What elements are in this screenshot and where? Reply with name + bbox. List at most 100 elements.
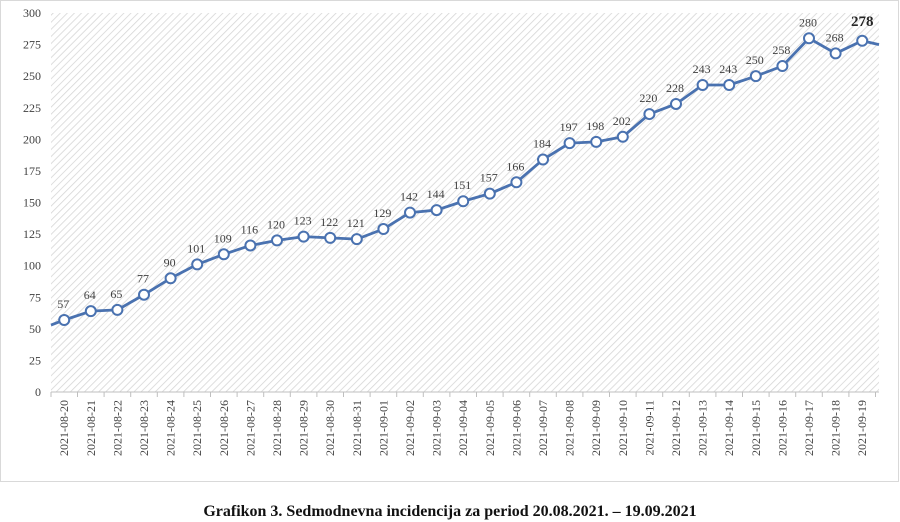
data-label: 228 — [666, 81, 684, 95]
x-tick-label: 2021-08-25 — [190, 400, 204, 456]
data-point — [111, 303, 124, 316]
data-point — [670, 97, 682, 110]
data-point — [244, 239, 257, 252]
data-point — [217, 248, 230, 261]
data-label: 258 — [772, 43, 790, 57]
data-label: 129 — [373, 206, 391, 220]
data-point — [350, 233, 363, 246]
data-label: 280 — [799, 15, 817, 29]
x-tick-label: 2021-09-09 — [589, 400, 603, 456]
y-tick-label: 50 — [29, 322, 41, 336]
data-point — [58, 313, 71, 326]
x-tick-label: 2021-08-24 — [164, 400, 178, 456]
data-label: 197 — [560, 120, 578, 134]
x-tick-label: 2021-09-06 — [509, 400, 523, 456]
chart-frame: 0 25 50 75 100 125 150 175 200 225 250 275 300 2021-… — [0, 0, 899, 482]
data-label: 220 — [639, 91, 657, 105]
data-point — [377, 223, 390, 236]
x-tick-label: 2021-09-05 — [483, 400, 497, 456]
y-tick-label: 25 — [29, 353, 41, 367]
data-label: 90 — [164, 255, 176, 269]
x-tick-label: 2021-09-19 — [855, 400, 869, 456]
data-label: 198 — [586, 119, 604, 133]
x-tick-label: 2021-08-26 — [217, 400, 231, 456]
x-tick-label: 2021-08-31 — [350, 400, 364, 456]
data-label: 250 — [746, 53, 764, 67]
data-label: 202 — [613, 114, 631, 128]
x-tick-label: 2021-09-15 — [749, 400, 763, 456]
data-point — [696, 79, 709, 92]
x-tick-label: 2021-09-13 — [696, 400, 710, 456]
y-tick-label: 300 — [23, 6, 41, 20]
x-tick-label: 2021-08-21 — [84, 400, 98, 456]
data-markers — [58, 32, 869, 326]
data-label: 121 — [347, 216, 365, 230]
data-point — [164, 272, 177, 285]
data-label: 243 — [719, 62, 737, 76]
x-tick-label: 2021-09-17 — [802, 400, 816, 456]
x-tick-label: 2021-09-03 — [430, 400, 444, 456]
x-tick-label: 2021-09-11 — [642, 400, 656, 456]
x-tick-label: 2021-09-12 — [669, 400, 683, 456]
x-tick-label: 2021-08-20 — [57, 400, 71, 456]
x-tick-label: 2021-09-16 — [775, 400, 789, 456]
data-point — [324, 231, 337, 244]
data-point — [749, 70, 762, 83]
x-tick-label: 2021-09-14 — [722, 400, 736, 456]
data-point — [723, 79, 736, 92]
x-tick-label: 2021-08-22 — [110, 400, 124, 456]
data-labels: 57 64 65 77 90 101 109 116 120 123 122 121 129 142 144… — [57, 14, 873, 311]
x-tick-label: 2021-09-04 — [456, 400, 470, 456]
y-tick-label: 75 — [29, 290, 41, 304]
data-label: 101 — [187, 241, 205, 255]
data-point — [457, 195, 470, 208]
data-label: 116 — [241, 222, 259, 236]
x-tick-label: 2021-08-30 — [323, 400, 337, 456]
x-tick-label: 2021-09-02 — [403, 400, 417, 456]
y-tick-label: 0 — [35, 385, 41, 399]
y-tick-label: 250 — [23, 69, 41, 83]
x-tick-label: 2021-09-18 — [829, 400, 843, 456]
data-point — [84, 305, 97, 318]
data-point — [803, 32, 815, 45]
data-label: 184 — [533, 137, 551, 151]
data-point — [297, 230, 310, 243]
data-label: 166 — [506, 159, 524, 173]
data-point — [776, 60, 789, 73]
data-label: 77 — [137, 272, 149, 286]
data-label: 243 — [693, 62, 711, 76]
data-label: 64 — [84, 288, 96, 302]
data-point — [138, 288, 150, 301]
data-label: 65 — [110, 287, 122, 301]
data-label: 144 — [427, 187, 445, 201]
data-label: 268 — [826, 30, 844, 44]
data-label: 109 — [214, 231, 232, 245]
data-point — [191, 258, 204, 271]
y-tick-label: 275 — [23, 38, 41, 52]
x-tick-label: 2021-08-23 — [137, 400, 151, 456]
data-point — [510, 176, 523, 189]
data-point — [563, 137, 576, 150]
line-chart: 0 25 50 75 100 125 150 175 200 225 250 275 300 2021-… — [23, 6, 880, 456]
data-point — [856, 34, 869, 47]
data-point — [404, 206, 416, 219]
data-point — [483, 187, 496, 200]
data-point — [829, 47, 842, 60]
data-label: 123 — [294, 214, 312, 228]
y-tick-label: 200 — [23, 132, 41, 146]
data-label: 278 — [851, 14, 874, 30]
y-tick-label: 150 — [23, 196, 41, 210]
x-tick-label: 2021-09-08 — [563, 400, 577, 456]
x-tick-label: 2021-08-29 — [297, 400, 311, 456]
x-tick-label: 2021-08-27 — [243, 400, 257, 456]
x-tick-label: 2021-09-01 — [376, 400, 390, 456]
data-point — [643, 108, 656, 121]
x-tick-label: 2021-09-10 — [616, 400, 630, 456]
data-point — [616, 130, 629, 143]
data-label: 157 — [480, 171, 498, 185]
data-label: 120 — [267, 217, 285, 231]
y-tick-label: 225 — [23, 101, 41, 115]
x-tick-label: 2021-08-28 — [270, 400, 284, 456]
x-axis: 2021-08-20 2021-08-21 2021-08-22 2021-08-23… — [50, 391, 879, 456]
data-point — [537, 153, 549, 166]
